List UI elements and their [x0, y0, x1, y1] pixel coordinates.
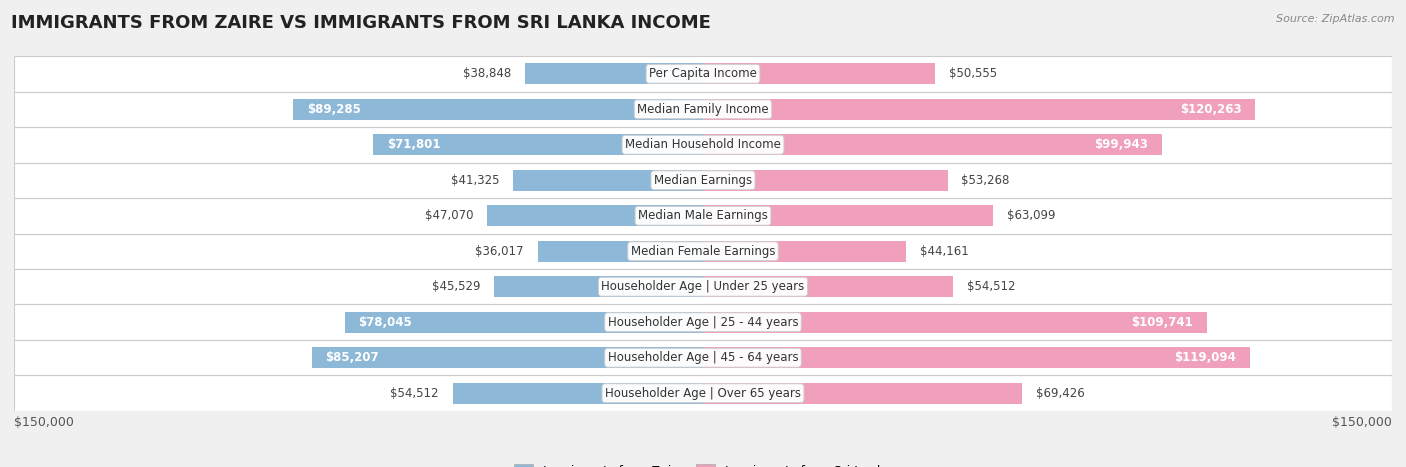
Text: $85,207: $85,207 — [325, 351, 380, 364]
Text: $53,268: $53,268 — [962, 174, 1010, 187]
Text: $41,325: $41,325 — [451, 174, 499, 187]
Bar — [14, 234, 1392, 269]
Bar — [14, 163, 1392, 198]
Text: Householder Age | Under 25 years: Householder Age | Under 25 years — [602, 280, 804, 293]
Bar — [14, 127, 1392, 163]
Text: IMMIGRANTS FROM ZAIRE VS IMMIGRANTS FROM SRI LANKA INCOME: IMMIGRANTS FROM ZAIRE VS IMMIGRANTS FROM… — [11, 14, 711, 32]
Bar — [494, 276, 703, 297]
Bar — [14, 375, 1392, 411]
Text: $44,161: $44,161 — [920, 245, 969, 258]
Bar — [14, 56, 1392, 92]
Text: Median Household Income: Median Household Income — [626, 138, 780, 151]
Bar — [703, 311, 1206, 333]
Bar — [703, 99, 1256, 120]
Text: $69,426: $69,426 — [1036, 387, 1084, 400]
Bar — [344, 311, 703, 333]
Text: Median Earnings: Median Earnings — [654, 174, 752, 187]
Bar — [14, 198, 1392, 234]
Bar — [524, 63, 703, 85]
Text: $99,943: $99,943 — [1094, 138, 1149, 151]
Bar — [14, 269, 1392, 304]
Bar — [14, 92, 1392, 127]
Bar — [703, 241, 905, 262]
Text: $109,741: $109,741 — [1132, 316, 1194, 329]
Bar — [703, 347, 1250, 368]
Text: Median Family Income: Median Family Income — [637, 103, 769, 116]
Bar — [14, 127, 1392, 163]
Text: $120,263: $120,263 — [1180, 103, 1241, 116]
Bar — [703, 63, 935, 85]
Bar — [312, 347, 703, 368]
Text: $54,512: $54,512 — [967, 280, 1015, 293]
Text: $36,017: $36,017 — [475, 245, 524, 258]
Bar — [14, 304, 1392, 340]
Text: Householder Age | 45 - 64 years: Householder Age | 45 - 64 years — [607, 351, 799, 364]
Bar — [14, 198, 1392, 234]
Text: $150,000: $150,000 — [14, 416, 75, 429]
Text: Median Male Earnings: Median Male Earnings — [638, 209, 768, 222]
Bar — [292, 99, 703, 120]
Bar — [537, 241, 703, 262]
Bar — [14, 163, 1392, 198]
Text: $71,801: $71,801 — [387, 138, 440, 151]
Bar — [703, 205, 993, 226]
Bar — [14, 304, 1392, 340]
Text: Householder Age | Over 65 years: Householder Age | Over 65 years — [605, 387, 801, 400]
Bar — [703, 382, 1022, 404]
Text: Householder Age | 25 - 44 years: Householder Age | 25 - 44 years — [607, 316, 799, 329]
Text: $119,094: $119,094 — [1174, 351, 1236, 364]
Bar — [703, 170, 948, 191]
Bar — [14, 340, 1392, 375]
Text: $78,045: $78,045 — [359, 316, 412, 329]
Bar — [14, 234, 1392, 269]
Text: $50,555: $50,555 — [949, 67, 997, 80]
Bar — [703, 276, 953, 297]
Legend: Immigrants from Zaire, Immigrants from Sri Lanka: Immigrants from Zaire, Immigrants from S… — [509, 459, 897, 467]
Bar — [373, 134, 703, 156]
Text: $89,285: $89,285 — [307, 103, 360, 116]
Bar — [14, 340, 1392, 375]
Text: $38,848: $38,848 — [463, 67, 510, 80]
Bar — [14, 269, 1392, 304]
Bar — [513, 170, 703, 191]
Text: Median Female Earnings: Median Female Earnings — [631, 245, 775, 258]
Text: Per Capita Income: Per Capita Income — [650, 67, 756, 80]
Text: Source: ZipAtlas.com: Source: ZipAtlas.com — [1277, 14, 1395, 24]
Bar — [14, 375, 1392, 411]
Text: $45,529: $45,529 — [432, 280, 479, 293]
Bar — [703, 134, 1161, 156]
Bar — [486, 205, 703, 226]
Text: $54,512: $54,512 — [391, 387, 439, 400]
Bar — [14, 56, 1392, 92]
Text: $150,000: $150,000 — [1331, 416, 1392, 429]
Bar — [453, 382, 703, 404]
Bar — [14, 92, 1392, 127]
Text: $47,070: $47,070 — [425, 209, 472, 222]
Text: $63,099: $63,099 — [1007, 209, 1054, 222]
